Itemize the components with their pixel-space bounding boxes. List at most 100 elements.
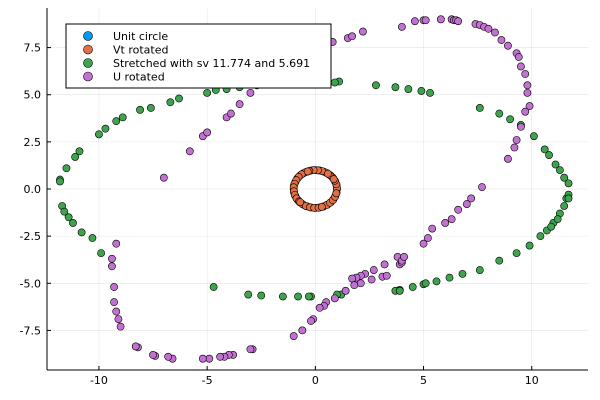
- data-point: [478, 183, 486, 192]
- data-point: [108, 262, 116, 271]
- data-point: [307, 317, 315, 325]
- data-point: [510, 143, 519, 152]
- data-point: [512, 136, 521, 144]
- data-point: [56, 177, 64, 186]
- data-point: [395, 286, 404, 295]
- data-point: [88, 234, 97, 242]
- data-point: [467, 194, 476, 203]
- data-point: [60, 207, 69, 216]
- data-point: [540, 145, 549, 154]
- data-point: [71, 153, 80, 161]
- legend-marker: [83, 71, 93, 82]
- data-point: [421, 279, 430, 288]
- data-point: [329, 175, 338, 184]
- y-tick-label: 0.0: [24, 183, 42, 196]
- data-point: [149, 351, 157, 359]
- data-point: [454, 205, 463, 214]
- y-tick-label: -2.5: [20, 230, 41, 243]
- data-point: [203, 128, 212, 137]
- legend-box: [65, 23, 332, 89]
- data-point: [523, 81, 532, 90]
- data-point: [289, 332, 298, 340]
- data-point: [382, 271, 391, 280]
- data-point: [131, 342, 140, 351]
- data-point: [417, 87, 426, 95]
- data-point: [564, 179, 573, 188]
- data-point: [380, 260, 389, 269]
- data-point: [101, 124, 110, 133]
- y-axis-ticks: -7.5 -5.0 -2.5 0.0 2.5 5.0 7.5: [20, 42, 51, 337]
- data-point: [159, 173, 168, 182]
- data-point: [447, 215, 456, 224]
- data-point: [348, 32, 357, 41]
- legend-label: Unit circle: [113, 30, 168, 43]
- data-point: [419, 239, 428, 248]
- data-point: [69, 219, 77, 227]
- data-point: [445, 273, 454, 282]
- data-point: [75, 147, 84, 156]
- data-point: [547, 222, 556, 231]
- legend-label: Stretched with sv 11.774 and 5.691: [113, 57, 310, 70]
- data-point: [350, 281, 359, 290]
- data-point: [436, 15, 445, 24]
- data-point: [278, 292, 287, 301]
- series-3: [56, 75, 573, 301]
- data-point: [495, 256, 504, 265]
- data-point: [404, 85, 413, 93]
- data-point: [118, 113, 127, 122]
- data-point: [112, 239, 121, 248]
- data-point: [504, 41, 512, 50]
- legend-label: Vt rotated: [113, 44, 168, 57]
- data-point: [294, 292, 302, 301]
- data-point: [517, 62, 525, 71]
- y-tick-label: -7.5: [20, 324, 41, 337]
- data-point: [77, 228, 86, 237]
- data-point: [356, 279, 365, 288]
- data-point: [553, 215, 562, 224]
- legend-marker: [83, 58, 93, 68]
- data-point: [359, 27, 367, 36]
- data-point: [536, 232, 545, 241]
- data-point: [432, 277, 441, 286]
- data-point: [514, 53, 523, 61]
- data-point: [216, 352, 225, 361]
- data-point: [298, 326, 307, 335]
- data-point: [545, 151, 553, 159]
- data-point: [525, 102, 534, 110]
- data-point: [506, 115, 514, 124]
- data-point: [244, 290, 253, 299]
- series-2: [289, 166, 341, 212]
- data-point: [203, 88, 212, 97]
- data-point: [504, 154, 512, 163]
- data-point: [367, 275, 376, 284]
- data-point: [330, 294, 339, 303]
- x-axis-ticks: -10 -5 0 5 10: [90, 366, 539, 387]
- data-point: [400, 252, 408, 261]
- data-point: [205, 354, 214, 363]
- data-points: [56, 15, 573, 363]
- data-point: [95, 130, 103, 139]
- data-point: [462, 200, 471, 208]
- data-point: [495, 109, 504, 118]
- data-point: [116, 322, 125, 331]
- data-point: [110, 298, 118, 307]
- data-point: [512, 249, 521, 258]
- data-point: [146, 104, 155, 112]
- data-point: [112, 307, 121, 316]
- data-point: [198, 354, 207, 363]
- data-point: [560, 173, 569, 182]
- data-point: [408, 283, 417, 291]
- data-point: [397, 22, 406, 31]
- data-point: [166, 98, 175, 107]
- data-point: [304, 292, 313, 301]
- x-tick-label: -10: [90, 374, 108, 387]
- legend-marker: [83, 31, 93, 41]
- data-point: [110, 283, 118, 291]
- data-point: [369, 266, 378, 274]
- data-point: [475, 104, 484, 112]
- series-4: [108, 15, 534, 363]
- y-tick-label: -5.0: [20, 277, 41, 290]
- data-point: [484, 24, 493, 33]
